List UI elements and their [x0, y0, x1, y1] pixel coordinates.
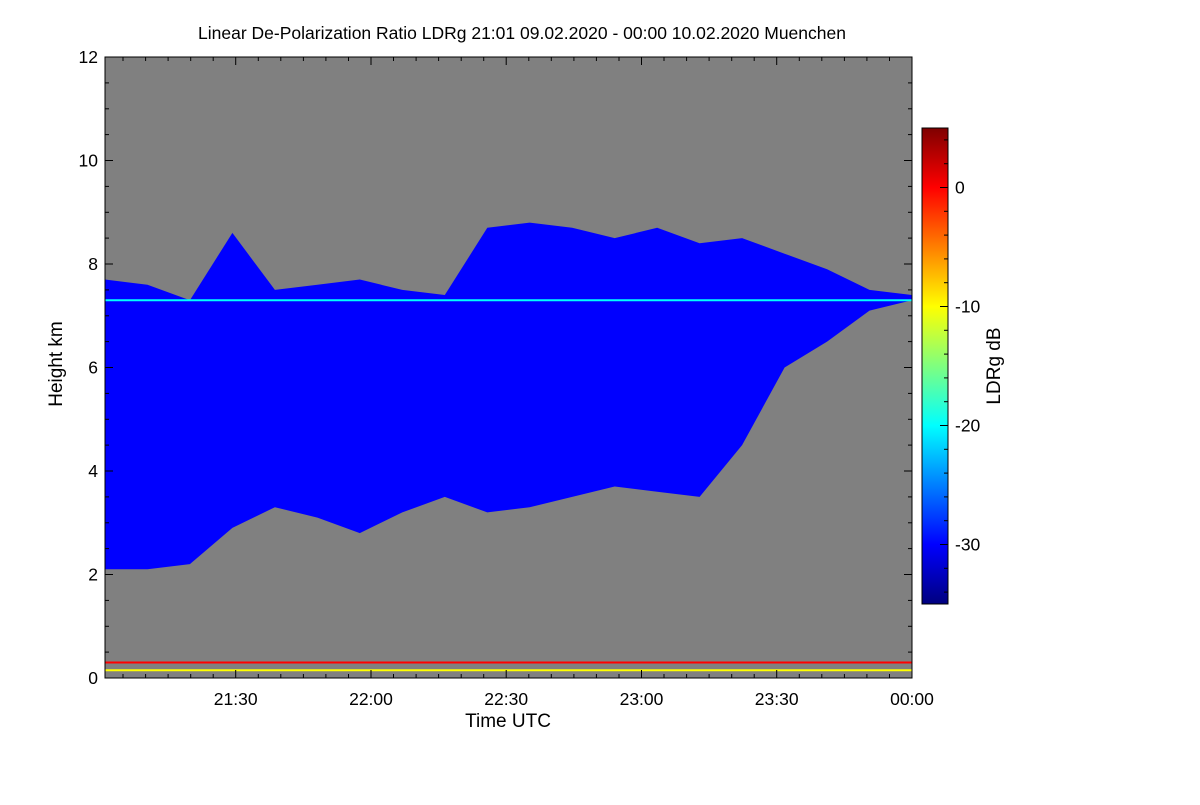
colorbar-ticks: 0 -10 -20 -30	[940, 139, 981, 593]
cloud-layer	[105, 222, 912, 570]
y-axis: 0 2 4 6 8 10 12	[79, 47, 912, 688]
y-tick-label: 2	[88, 565, 98, 585]
colorbar-tick-label: -20	[955, 416, 981, 436]
x-tick-label: 23:30	[755, 689, 799, 709]
colorbar	[921, 127, 949, 605]
y-tick-label: 8	[88, 254, 98, 274]
y-tick-label: 4	[88, 461, 98, 481]
x-tick-label: 00:00	[890, 689, 934, 709]
plot-layers	[105, 222, 912, 672]
y-tick-label: 12	[79, 47, 98, 67]
y-tick-label: 0	[88, 668, 98, 688]
x-tick-label: 22:00	[349, 689, 393, 709]
colorbar-tick-label: -30	[955, 535, 981, 555]
x-tick-label: 22:30	[484, 689, 528, 709]
colorbar-tick-label: 0	[955, 178, 965, 198]
y-tick-label: 10	[79, 151, 99, 171]
colorbar-label: LDRg dB	[984, 327, 1005, 404]
x-tick-label: 23:00	[620, 689, 664, 709]
colorbar-tick-label: -10	[955, 297, 981, 317]
chart-title: Linear De-Polarization Ratio LDRg 21:01 …	[198, 23, 846, 43]
x-tick-label: 21:30	[214, 689, 258, 709]
y-axis-label: Height km	[46, 321, 67, 407]
x-axis-label: Time UTC	[465, 711, 551, 732]
x-axis: 21:30 22:00 22:30 23:00 23:30 00:00	[122, 57, 934, 709]
y-tick-label: 6	[88, 358, 98, 378]
